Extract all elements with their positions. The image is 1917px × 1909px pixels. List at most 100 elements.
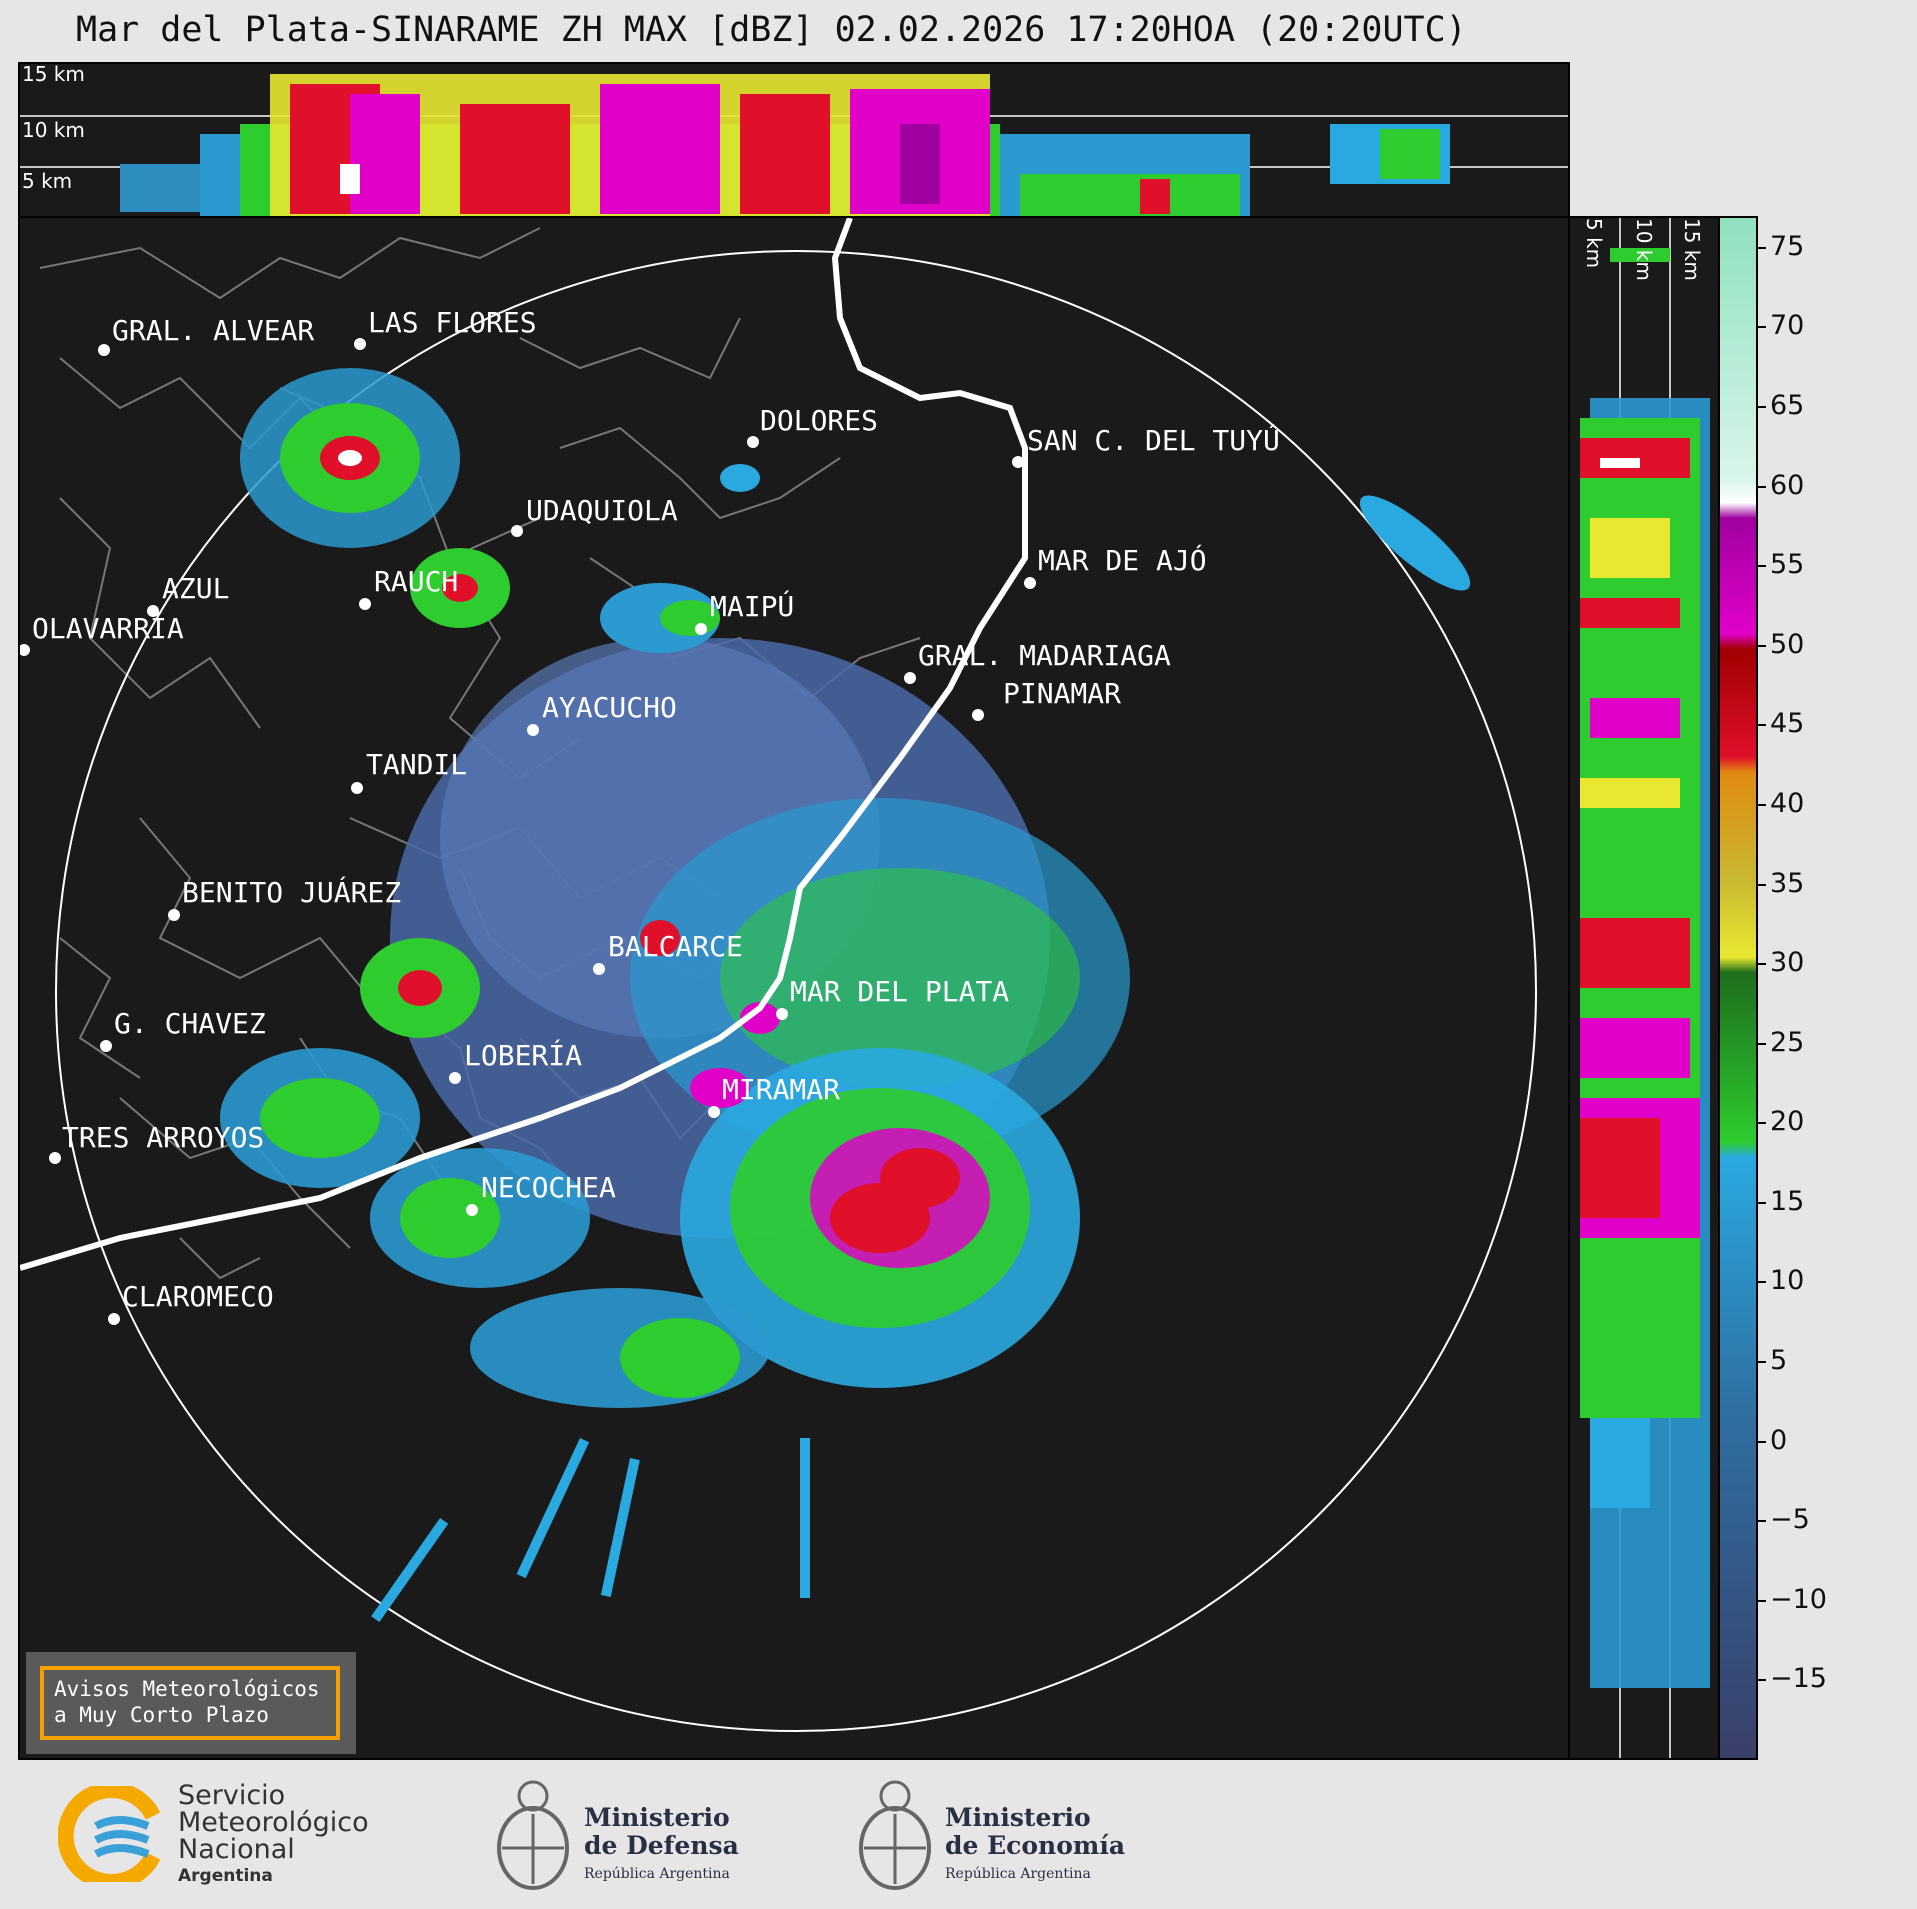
city-label-udaquiola: UDAQUIOLA — [526, 494, 678, 527]
avisos-line2: a Muy Corto Plazo — [54, 1703, 269, 1727]
city-dot-balcarce — [593, 963, 605, 975]
city-dot-mar-del-plata — [776, 1008, 788, 1020]
colorbar-tick-label: 55 — [1770, 549, 1805, 581]
colorbar-tick — [1758, 803, 1766, 806]
city-label-gral-madariaga: GRAL. MADARIAGA — [918, 639, 1171, 672]
city-dot-las-flores — [354, 338, 366, 350]
side-altitude-label-5km: 5 km — [1582, 218, 1606, 269]
altitude-label-10km: 10 km — [22, 118, 85, 142]
colorbar-tick — [1758, 1440, 1766, 1443]
city-label-mar-del-plata: MAR DEL PLATA — [790, 975, 1009, 1008]
defensa-seal — [497, 1780, 569, 1890]
top-cross-section-echoes — [20, 74, 1568, 216]
smn-text-3: Nacional — [178, 1834, 295, 1865]
colorbar-tick — [1758, 326, 1766, 329]
economia-text-1: Ministerio — [945, 1803, 1091, 1832]
city-dot-ayacucho — [527, 724, 539, 736]
city-dot-benito-juarez — [168, 909, 180, 921]
smn-logo-mark — [57, 1782, 161, 1890]
coastline — [20, 218, 1028, 1271]
colorbar-tick-label: 5 — [1770, 1345, 1788, 1377]
city-dot-g-chavez — [100, 1040, 112, 1052]
city-label-san-c-del-tuyu: SAN C. DEL TUYÚ — [1027, 423, 1280, 457]
defensa-text-3: República Argentina — [584, 1866, 730, 1882]
colorbar-tick — [1758, 1201, 1766, 1204]
city-dot-tandil — [351, 782, 363, 794]
economia-text-2: de Economía — [945, 1831, 1126, 1860]
city-label-loberia: LOBERÍA — [464, 1038, 582, 1072]
side-altitude-label-15km: 15 km — [1680, 218, 1704, 281]
colorbar-tick-label: 35 — [1770, 867, 1805, 899]
city-dot-rauch — [359, 598, 371, 610]
colorbar-tick — [1758, 246, 1766, 249]
city-label-pinamar: PINAMAR — [1003, 677, 1121, 710]
colorbar-tick — [1758, 1042, 1766, 1045]
city-dot-necochea — [466, 1204, 478, 1216]
city-label-necochea: NECOCHEA — [481, 1171, 616, 1204]
avisos-frame[interactable]: Avisos Meteorológicos a Muy Corto Plazo — [40, 1666, 340, 1740]
city-dot-san-c-del-tuyu — [1012, 456, 1024, 468]
colorbar-tick-label: 65 — [1770, 390, 1805, 421]
colorbar-tick — [1758, 1520, 1766, 1523]
city-dot-olavarria — [20, 644, 30, 656]
city-label-gral-alvear: GRAL. ALVEAR — [112, 314, 314, 347]
colorbar-tick — [1758, 406, 1766, 408]
radar-map: GRAL. ALVEAR LAS FLORES DOLORES SAN C. D… — [18, 216, 1570, 1760]
side-vertical-cross-section: 5 km 10 km 15 km — [1568, 216, 1720, 1760]
colorbar-tick-label: 15 — [1770, 1185, 1805, 1217]
city-dot-mar-de-ajo — [1024, 577, 1036, 589]
colorbar-tick-label: 20 — [1770, 1106, 1805, 1138]
city-label-las-flores: LAS FLORES — [368, 306, 537, 339]
city-label-balcarce: BALCARCE — [608, 930, 743, 963]
city-dot-loberia — [449, 1072, 461, 1084]
colorbar-tick — [1758, 724, 1766, 727]
defensa-seal-icon — [494, 1774, 572, 1902]
city-dot-azul — [147, 605, 159, 617]
colorbar-tick-label: 70 — [1770, 310, 1805, 342]
colorbar-tick-label: 45 — [1770, 708, 1805, 740]
city-dot-maipu — [695, 623, 707, 635]
radar-echoes — [220, 368, 1471, 1623]
city-label-g-chavez: G. CHAVEZ — [114, 1007, 266, 1040]
economia-seal-icon — [856, 1774, 934, 1902]
colorbar-gradient — [1720, 218, 1756, 1758]
smn-text-2: Meteorológico — [178, 1807, 369, 1838]
city-label-ayacucho: AYACUCHO — [542, 691, 677, 724]
avisos-line1: Avisos Meteorológicos — [54, 1677, 320, 1701]
colorbar-tick — [1758, 883, 1766, 886]
colorbar-tick-label: −15 — [1770, 1663, 1827, 1695]
map-title: Mar del Plata-SINARAME ZH MAX [dBZ] 02.0… — [76, 10, 1467, 50]
colorbar-tick-label: 30 — [1770, 947, 1805, 979]
city-dot-udaquiola — [511, 525, 523, 537]
defensa-text-2: de Defensa — [584, 1831, 739, 1860]
colorbar-tick-label: 40 — [1770, 787, 1805, 819]
city-label-olavarria: OLAVARRÍA — [32, 611, 184, 645]
smn-text-4: Argentina — [178, 1866, 273, 1886]
colorbar-tick — [1758, 1679, 1766, 1682]
city-dot-dolores — [747, 436, 759, 448]
city-label-mar-de-ajo: MAR DE AJÓ — [1038, 543, 1207, 577]
economia-text-3: República Argentina — [945, 1866, 1091, 1882]
colorbar-tick — [1758, 963, 1766, 966]
city-dot-tres-arroyos — [49, 1152, 61, 1164]
side-altitude-label-10km: 10 km — [1632, 218, 1656, 281]
radar-map-canvas: GRAL. ALVEAR LAS FLORES DOLORES SAN C. D… — [20, 218, 1537, 1732]
colorbar-tick — [1758, 1122, 1766, 1125]
cities-layer: GRAL. ALVEAR LAS FLORES DOLORES SAN C. D… — [20, 306, 1280, 1325]
city-dot-miramar — [708, 1106, 720, 1118]
colorbar-tick — [1758, 1361, 1766, 1364]
range-ring — [55, 250, 1537, 1732]
colorbar-tick-label: 60 — [1770, 469, 1805, 501]
city-label-rauch: RAUCH — [374, 565, 458, 598]
colorbar-tick-label: 50 — [1770, 628, 1805, 660]
city-label-tandil: TANDIL — [366, 748, 467, 781]
city-dot-claromeco — [108, 1313, 120, 1325]
colorbar-tick-label: −5 — [1770, 1504, 1810, 1536]
defensa-logo-text: Ministerio de Defensa República Argentin… — [584, 1804, 739, 1888]
colorbar-tick-label: 75 — [1770, 230, 1805, 262]
colorbar-tick-label: 0 — [1770, 1424, 1788, 1456]
city-label-azul: AZUL — [162, 572, 229, 605]
city-label-maipu: MAIPÚ — [710, 589, 794, 623]
avisos-banner[interactable]: Avisos Meteorológicos a Muy Corto Plazo — [26, 1652, 356, 1754]
dbz-colorbar — [1718, 216, 1758, 1760]
